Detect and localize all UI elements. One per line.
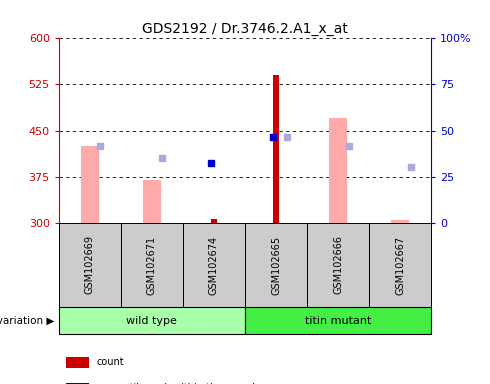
Bar (211, 219, 217, 223)
Bar (59, 223, 121, 307)
Text: GSM102665: GSM102665 (271, 235, 281, 295)
Bar (369, 223, 431, 307)
Text: GSM102674: GSM102674 (209, 235, 219, 295)
Bar (183, 223, 245, 307)
Bar (329, 118, 347, 223)
Text: count: count (96, 358, 123, 367)
Text: percentile rank within the sample: percentile rank within the sample (96, 383, 261, 384)
Bar (143, 180, 161, 223)
Bar (391, 220, 410, 223)
Bar (273, 75, 279, 223)
Bar (307, 223, 369, 307)
Text: titin mutant: titin mutant (305, 316, 371, 326)
Title: GDS2192 / Dr.3746.2.A1_x_at: GDS2192 / Dr.3746.2.A1_x_at (142, 22, 348, 36)
Text: GSM102671: GSM102671 (147, 235, 157, 295)
Bar (59, 307, 245, 334)
Text: GSM102666: GSM102666 (333, 235, 343, 295)
Bar (80, 146, 99, 223)
Text: GSM102669: GSM102669 (85, 235, 95, 295)
Text: GSM102667: GSM102667 (395, 235, 405, 295)
Bar (66, 358, 89, 368)
Bar (245, 307, 431, 334)
Text: wild type: wild type (126, 316, 177, 326)
Bar (66, 382, 89, 384)
Bar (121, 223, 183, 307)
Text: genotype/variation ▶: genotype/variation ▶ (0, 316, 54, 326)
Bar (245, 223, 307, 307)
